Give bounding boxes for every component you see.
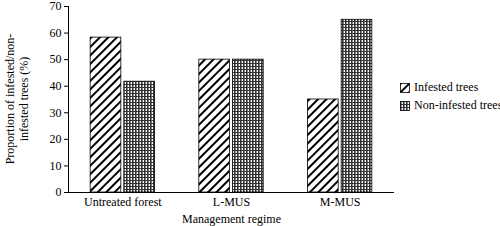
svg-text:40: 40 (50, 79, 62, 93)
svg-text:10: 10 (50, 159, 62, 173)
svg-text:M-MUS: M-MUS (320, 195, 361, 209)
svg-text:Management regime: Management regime (182, 212, 281, 226)
svg-text:L-MUS: L-MUS (213, 195, 250, 209)
svg-text:infested trees (%): infested trees (%) (17, 57, 31, 142)
html-text:Infested trees: Infested trees (414, 80, 479, 94)
svg-text:0: 0 (56, 185, 62, 199)
svg-text:50: 50 (50, 52, 62, 66)
svg-text:30: 30 (50, 106, 62, 120)
svg-text:60: 60 (50, 26, 62, 40)
svg-text:Untreated forest: Untreated forest (84, 195, 162, 209)
svg-text:20: 20 (50, 132, 62, 146)
svg-text:70: 70 (50, 0, 62, 13)
svg-text:Proportion of infested/non-: Proportion of infested/non- (3, 34, 17, 165)
